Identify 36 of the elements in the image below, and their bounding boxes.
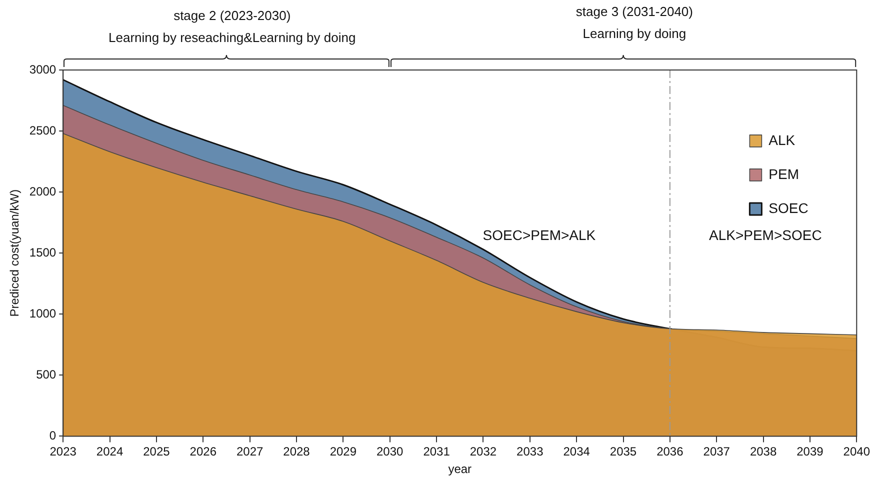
- x-tick-label: 2024: [96, 444, 124, 459]
- text: Learning by doing: [582, 26, 686, 41]
- y-tick-label: 2500: [29, 123, 56, 138]
- y-tick-label: 2000: [29, 184, 56, 198]
- x-tick-label: 2030: [376, 444, 404, 459]
- x-tick-label: 2033: [516, 444, 544, 459]
- x-axis-title: year: [448, 462, 472, 476]
- x-tick-label: 2032: [470, 444, 497, 459]
- text: Learning by reseaching&Learning by doing: [108, 30, 356, 45]
- x-tick-label: 2038: [750, 444, 777, 459]
- x-tick-label: 2039: [796, 444, 824, 459]
- legend-label: SOEC: [768, 200, 808, 216]
- x-tick-label: 2025: [143, 444, 170, 459]
- annotation: ALK>PEM>SOEC: [708, 227, 822, 244]
- x-tick-label: 2037: [703, 444, 730, 459]
- x-tick-label: 2027: [236, 444, 264, 459]
- x-tick-label: 2040: [843, 444, 870, 459]
- x-tick-label: 2023: [50, 444, 77, 459]
- annotation: SOEC>PEM>ALK: [482, 227, 596, 244]
- x-tick-label: 2036: [656, 444, 684, 459]
- x-tick-label: 2028: [283, 444, 310, 459]
- y-tick-label: 0: [49, 428, 56, 443]
- x-tick-label: 2034: [563, 444, 590, 459]
- x-tick-label: 2031: [423, 444, 450, 459]
- x-tick-label: 2035: [610, 444, 637, 459]
- text: stage 3 (2031-2040): [576, 4, 693, 19]
- x-tick-label: 2026: [190, 444, 217, 459]
- y-tick-label: 500: [36, 367, 56, 382]
- text: stage 2 (2023-2030): [174, 8, 291, 23]
- x-tick-label: 2029: [330, 444, 357, 459]
- y-tick-label: 3000: [29, 62, 56, 76]
- y-tick-label: 1000: [29, 306, 56, 320]
- legend-label: ALK: [768, 132, 796, 148]
- y-tick-label: 1500: [29, 245, 56, 260]
- y-axis-title: Prediced cost(yuan/kW): [8, 189, 22, 317]
- legend-label: PEM: [768, 166, 800, 182]
